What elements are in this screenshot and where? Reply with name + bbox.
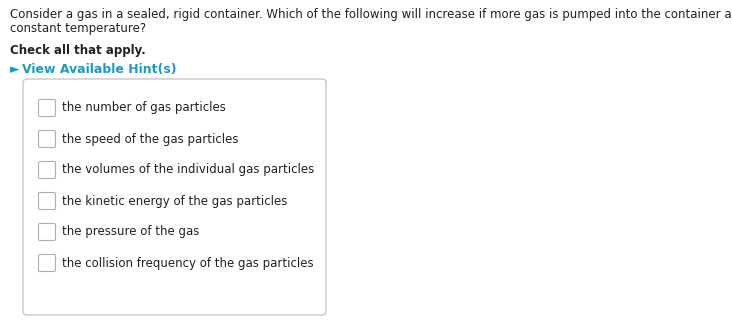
FancyBboxPatch shape	[39, 254, 56, 272]
Text: the collision frequency of the gas particles: the collision frequency of the gas parti…	[62, 257, 313, 270]
Text: the kinetic energy of the gas particles: the kinetic energy of the gas particles	[62, 194, 288, 207]
Text: Consider a gas in a sealed, rigid container. Which of the following will increas: Consider a gas in a sealed, rigid contai…	[10, 8, 732, 21]
Text: the speed of the gas particles: the speed of the gas particles	[62, 133, 239, 145]
FancyBboxPatch shape	[39, 224, 56, 240]
Text: constant temperature?: constant temperature?	[10, 22, 146, 35]
Text: the pressure of the gas: the pressure of the gas	[62, 226, 199, 238]
FancyBboxPatch shape	[39, 131, 56, 147]
FancyBboxPatch shape	[39, 161, 56, 179]
Text: ►: ►	[10, 63, 20, 76]
Text: Check all that apply.: Check all that apply.	[10, 44, 146, 57]
FancyBboxPatch shape	[39, 192, 56, 210]
Text: the volumes of the individual gas particles: the volumes of the individual gas partic…	[62, 164, 314, 177]
Text: View Available Hint(s): View Available Hint(s)	[22, 63, 176, 76]
FancyBboxPatch shape	[39, 99, 56, 117]
Text: the number of gas particles: the number of gas particles	[62, 101, 226, 114]
FancyBboxPatch shape	[23, 79, 326, 315]
